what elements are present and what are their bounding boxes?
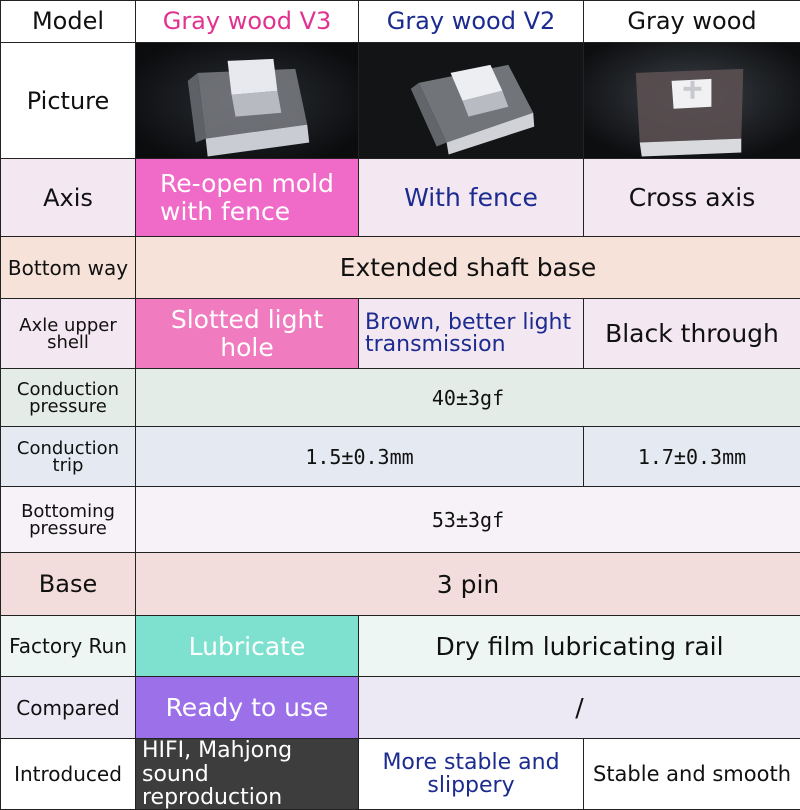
conduction-trip-v3-v2: 1.5±0.3mm xyxy=(136,427,584,487)
axis-label: Axis xyxy=(1,159,136,237)
base-value: 3 pin xyxy=(136,553,800,616)
conduction-pressure-row: Conduction pressure 40±3gf xyxy=(1,369,800,427)
conduction-trip-gray-wood: 1.7±0.3mm xyxy=(584,427,800,487)
switch-v3-icon xyxy=(136,43,358,158)
v3-header: Gray wood V3 xyxy=(136,1,359,43)
factory-run-label: Factory Run xyxy=(1,616,136,677)
picture-label: Picture xyxy=(1,43,136,159)
v2-header: Gray wood V2 xyxy=(359,1,584,43)
bottom-way-row: Bottom way Extended shaft base xyxy=(1,237,800,299)
base-label: Base xyxy=(1,553,136,616)
conduction-pressure-value: 40±3gf xyxy=(136,369,800,427)
switch-v2-icon xyxy=(359,43,583,158)
bottoming-pressure-value: 53±3gf xyxy=(136,487,800,553)
switch-photo-gray-wood xyxy=(584,43,800,159)
model-header: Model xyxy=(1,1,136,43)
introduced-gray-wood: Stable and smooth xyxy=(584,739,800,809)
upper-shell-gray-wood: Black through xyxy=(584,299,800,369)
introduced-v2: More stable and slippery xyxy=(359,739,584,809)
gray-wood-header: Gray wood xyxy=(584,1,800,43)
introduced-v3: HIFI, Mahjong sound reproduction xyxy=(136,739,359,809)
introduced-label: Introduced xyxy=(1,739,136,809)
bottoming-pressure-label: Bottoming pressure xyxy=(1,487,136,553)
conduction-trip-row: Conduction trip 1.5±0.3mm 1.7±0.3mm xyxy=(1,427,800,487)
factory-run-v2-gray-wood: Dry film lubricating rail xyxy=(359,616,800,677)
switch-gray-wood-icon xyxy=(584,43,800,158)
axis-v3: Re-open mold with fence xyxy=(136,159,359,237)
conduction-trip-label: Conduction trip xyxy=(1,427,136,487)
upper-shell-v2: Brown, better light transmission xyxy=(359,299,584,369)
factory-run-row: Factory Run Lubricate Dry film lubricati… xyxy=(1,616,800,677)
axis-gray-wood: Cross axis xyxy=(584,159,800,237)
switch-photo-v3 xyxy=(136,43,359,159)
conduction-pressure-label: Conduction pressure xyxy=(1,369,136,427)
introduced-row: Introduced HIFI, Mahjong sound reproduct… xyxy=(1,739,800,809)
bottoming-pressure-row: Bottoming pressure 53±3gf xyxy=(1,487,800,553)
axis-row: Axis Re-open mold with fence With fence … xyxy=(1,159,800,237)
bottom-way-value: Extended shaft base xyxy=(136,237,800,299)
header-row: Model Gray wood V3 Gray wood V2 Gray woo… xyxy=(1,1,800,43)
axis-v2: With fence xyxy=(359,159,584,237)
upper-shell-label: Axle upper shell xyxy=(1,299,136,369)
compared-row: Compared Ready to use / xyxy=(1,677,800,739)
bottom-way-label: Bottom way xyxy=(1,237,136,299)
compared-v2-gray-wood: / xyxy=(359,677,800,739)
compared-v3: Ready to use xyxy=(136,677,359,739)
picture-row: Picture xyxy=(1,43,800,159)
compared-label: Compared xyxy=(1,677,136,739)
factory-run-v3: Lubricate xyxy=(136,616,359,677)
upper-shell-v3: Slotted light hole xyxy=(136,299,359,369)
switch-photo-v2 xyxy=(359,43,584,159)
base-row: Base 3 pin xyxy=(1,553,800,616)
upper-shell-row: Axle upper shell Slotted light hole Brow… xyxy=(1,299,800,369)
